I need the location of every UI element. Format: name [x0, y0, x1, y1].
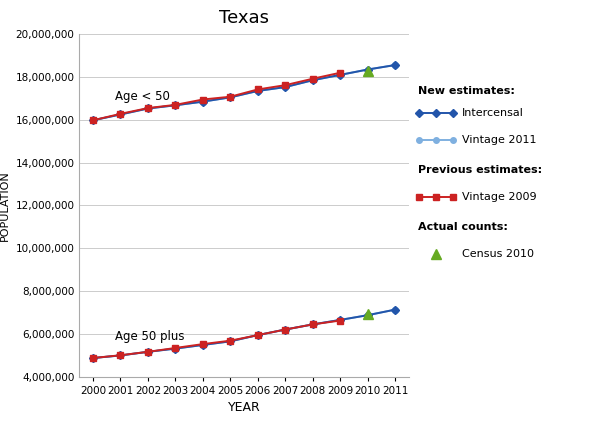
Text: Intercensal: Intercensal [462, 108, 523, 119]
X-axis label: YEAR: YEAR [228, 401, 260, 414]
Title: Texas: Texas [219, 9, 269, 27]
Text: Age 50 plus: Age 50 plus [115, 330, 184, 343]
Text: Age < 50: Age < 50 [115, 89, 170, 103]
Text: Vintage 2009: Vintage 2009 [462, 192, 536, 202]
Text: Previous estimates:: Previous estimates: [418, 166, 542, 175]
Text: New estimates:: New estimates: [418, 86, 515, 95]
Text: Vintage 2011: Vintage 2011 [462, 135, 536, 145]
Text: Actual counts:: Actual counts: [418, 223, 508, 232]
Y-axis label: POPULATION: POPULATION [0, 170, 10, 241]
Text: Census 2010: Census 2010 [462, 249, 534, 259]
